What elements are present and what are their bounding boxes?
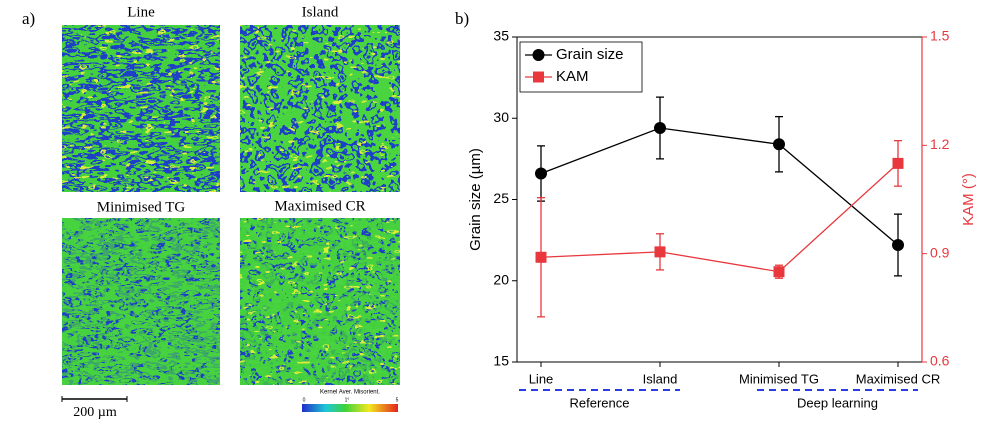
legend-marker bbox=[533, 71, 544, 83]
x-tick-label: Maximised CR bbox=[856, 371, 941, 386]
colorbar bbox=[302, 404, 398, 412]
y-tick-label: 20 bbox=[493, 271, 509, 287]
map-texture bbox=[62, 218, 220, 385]
group-label: Reference bbox=[570, 395, 630, 410]
map-title: Minimised TG bbox=[97, 199, 186, 215]
marker bbox=[654, 246, 666, 258]
legend-marker bbox=[532, 49, 545, 61]
y-tick-label: 35 bbox=[493, 28, 509, 44]
legend-label: Grain size bbox=[556, 46, 624, 63]
map-title: Line bbox=[127, 4, 155, 20]
y2-tick-label: 0.6 bbox=[930, 353, 950, 369]
y-tick-label: 15 bbox=[493, 353, 509, 369]
chart: b) 15 20 25 30 35 0.6 0.9 1.2 1.5 Grain size (µm)… bbox=[455, 9, 977, 411]
x-tick-label: Island bbox=[643, 371, 678, 386]
colorbar-label: 1° bbox=[345, 397, 350, 403]
x-tick-label: Minimised TG bbox=[739, 371, 819, 386]
marker bbox=[535, 251, 547, 263]
legend-label: KAM bbox=[556, 68, 589, 85]
panel-label: b) bbox=[455, 9, 469, 28]
map-title: Island bbox=[302, 4, 339, 20]
scale-label: 200 µm bbox=[73, 405, 117, 420]
group-label: Deep learning bbox=[797, 395, 878, 410]
colorbar-label: 5 bbox=[396, 397, 399, 403]
panel-label: a) bbox=[22, 9, 35, 28]
colorbar-label: 0 bbox=[303, 397, 306, 403]
y2-tick-label: 0.9 bbox=[930, 244, 950, 260]
marker bbox=[892, 157, 904, 169]
y-tick-label: 30 bbox=[493, 109, 509, 125]
y2-tick-label: 1.2 bbox=[930, 136, 950, 152]
map-title: Maximised CR bbox=[274, 198, 365, 214]
kam-map bbox=[62, 218, 220, 385]
map-texture bbox=[240, 218, 400, 385]
map-texture bbox=[240, 25, 400, 192]
y2-tick-label: 1.5 bbox=[930, 28, 950, 44]
series-line bbox=[540, 127, 899, 246]
marker bbox=[773, 138, 785, 151]
kam-map bbox=[240, 25, 400, 192]
x-tick-label: Line bbox=[529, 371, 554, 386]
marker bbox=[654, 122, 666, 134]
colorbar-title: Kernel Aver. Misorient. bbox=[320, 390, 380, 396]
marker bbox=[535, 167, 547, 180]
y-axis-label: Grain size (µm) bbox=[467, 148, 484, 251]
kam-map bbox=[62, 25, 220, 192]
kam-map bbox=[240, 218, 400, 385]
series-line bbox=[540, 162, 899, 273]
map-texture bbox=[62, 25, 220, 192]
y-tick-label: 25 bbox=[493, 190, 509, 206]
y2-axis-label: KAM (°) bbox=[960, 173, 977, 226]
marker bbox=[892, 239, 904, 251]
panel-a: a) Line Island Minimised TG Maximised CR bbox=[22, 4, 400, 420]
marker bbox=[773, 266, 785, 278]
